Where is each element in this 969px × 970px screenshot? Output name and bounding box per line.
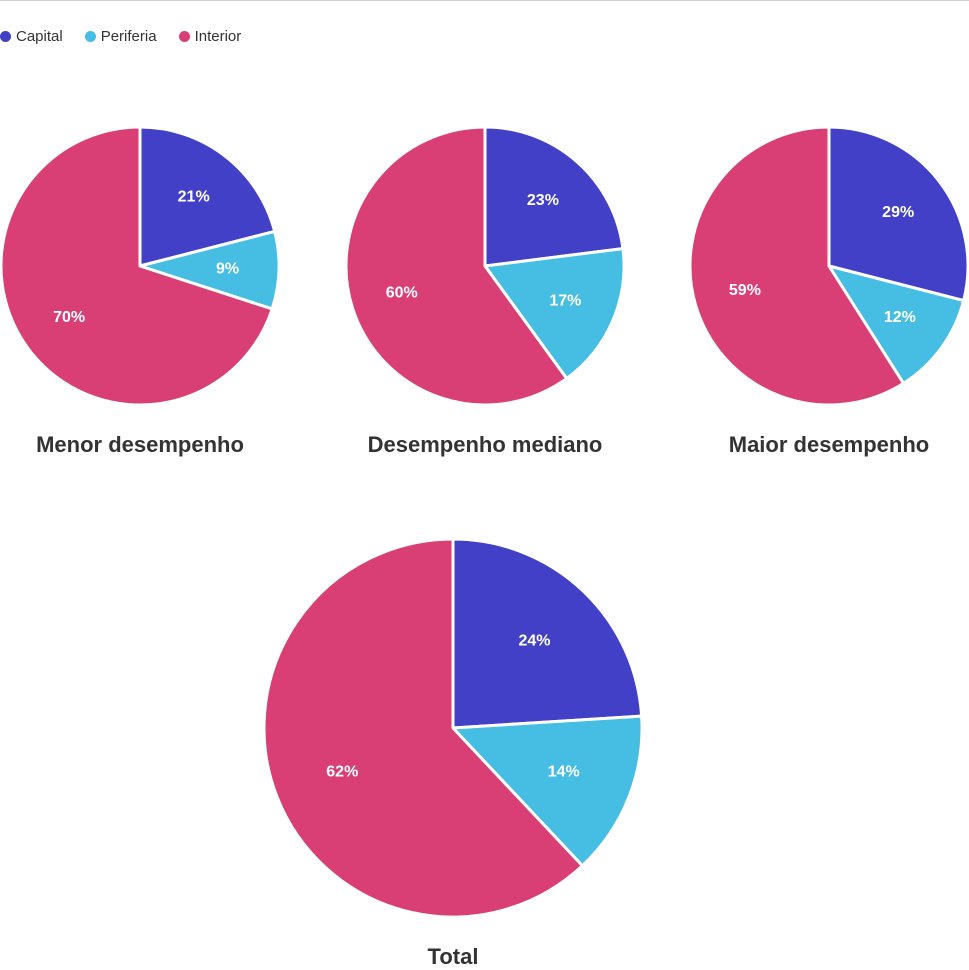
- pie-slice-periferia[interactable]: [827, 264, 966, 385]
- pie-slice-interior[interactable]: [0, 125, 274, 407]
- pie-slice-periferia[interactable]: [483, 247, 626, 380]
- chart-title: Total: [428, 944, 479, 969]
- pie-slice-interior[interactable]: [262, 537, 584, 919]
- chart-title: Desempenho mediano: [368, 432, 603, 457]
- slice-label-interior: 60%: [386, 285, 418, 302]
- slice-label-interior: 70%: [53, 309, 85, 326]
- pie-chart-4: 24% 14% 62% Total: [262, 537, 644, 969]
- slice-label-capital: 29%: [882, 204, 914, 221]
- pie-slice-capital[interactable]: [451, 537, 644, 730]
- pie-slice-capital[interactable]: [138, 125, 277, 268]
- slice-label-periferia: 9%: [216, 260, 239, 277]
- legend-swatch-interior: [178, 30, 190, 42]
- chart-legend: Capital Periferia Interior: [0, 26, 263, 46]
- legend-item-interior[interactable]: Interior: [178, 27, 242, 45]
- pie-slice-capital[interactable]: [483, 125, 625, 268]
- slice-label-periferia: 12%: [884, 309, 916, 326]
- legend-item-periferia[interactable]: Periferia: [84, 27, 157, 45]
- chart-title: Menor desempenho: [36, 432, 244, 457]
- legend-label-capital: Capital: [16, 27, 63, 45]
- pie-chart-3: 29% 12% 59% Maior desempenho: [688, 125, 969, 457]
- slice-label-interior: 62%: [326, 763, 358, 780]
- pie-slice-interior[interactable]: [344, 125, 569, 407]
- slice-label-periferia: 14%: [548, 763, 580, 780]
- legend-item-capital[interactable]: Capital: [0, 28, 63, 45]
- pie-slice-capital[interactable]: [827, 125, 969, 303]
- pie-slice-periferia[interactable]: [451, 714, 644, 868]
- slice-label-capital: 21%: [178, 188, 210, 205]
- pie-chart-1: 21% 9% 70% Menor desempenho: [0, 125, 281, 457]
- legend-swatch-periferia: [84, 30, 96, 42]
- legend-label-interior: Interior: [194, 27, 242, 45]
- pie-slice-interior[interactable]: [688, 125, 905, 407]
- slice-label-capital: 24%: [518, 633, 550, 650]
- pie-chart-2: 23% 17% 60% Desempenho mediano: [344, 125, 626, 457]
- slice-label-capital: 23%: [527, 192, 559, 209]
- slice-label-interior: 59%: [729, 282, 761, 299]
- top-divider: [0, 0, 969, 1]
- slice-label-periferia: 17%: [549, 292, 581, 309]
- pie-slice-periferia[interactable]: [138, 229, 281, 311]
- legend-swatch-capital: [0, 30, 11, 42]
- chart-title: Maior desempenho: [729, 432, 929, 457]
- legend-label-periferia: Periferia: [100, 27, 157, 45]
